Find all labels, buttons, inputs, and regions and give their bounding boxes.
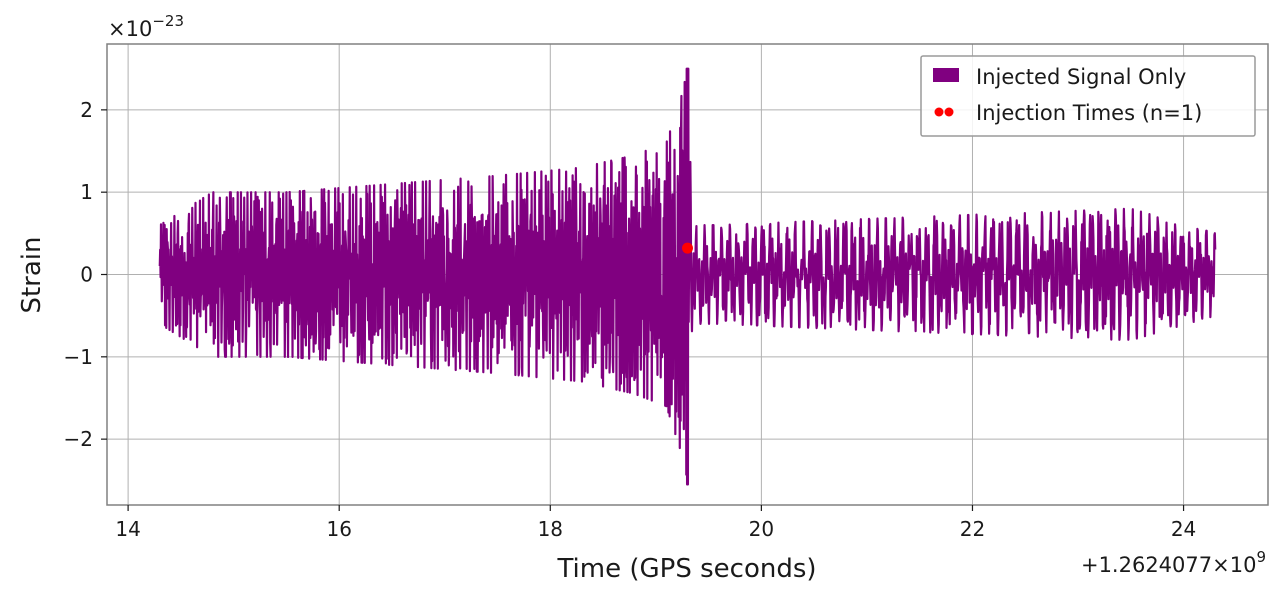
x-offset-exponent: 9 [1256,548,1266,566]
legend-injection-dot-2 [944,107,954,117]
y-tick-label: 0 [80,263,93,287]
x-tick-label: 18 [538,517,563,541]
x-axis-label: Time (GPS seconds) [556,554,816,584]
legend: Injected Signal Only Injection Times (n=… [920,55,1256,137]
y-tick-label: −1 [64,345,93,369]
x-offset: +1.2624077×109 [1081,548,1266,577]
injection-markers [682,242,693,254]
y-multiplier-base: ×10 [108,17,152,41]
y-multiplier-exponent: −23 [152,12,184,30]
x-offset-base: +1.2624077×10 [1081,553,1256,577]
x-tick-label: 16 [326,517,351,541]
legend-injection-dot-1 [934,107,944,117]
injection-marker [682,242,693,254]
signal-series [158,67,1217,486]
legend-box [920,55,1256,137]
x-tick-label: 20 [749,517,774,541]
x-tick-label: 14 [115,517,140,541]
x-tick-label: 24 [1171,517,1196,541]
y-tick-label: 1 [80,180,93,204]
legend-signal-swatch [933,68,959,82]
y-axis-label: Strain [17,236,47,313]
x-axis-ticks: 14 16 18 20 22 24 [115,505,1196,541]
y-tick-label: −2 [64,427,93,451]
legend-injection-label: Injection Times (n=1) [976,101,1202,125]
legend-signal-label: Injected Signal Only [976,65,1186,89]
y-axis-ticks: −2 −1 0 1 2 [64,98,107,451]
signal-line [158,67,1217,486]
y-tick-label: 2 [80,98,93,122]
y-multiplier: ×10−23 [108,12,184,41]
x-tick-label: 22 [960,517,985,541]
